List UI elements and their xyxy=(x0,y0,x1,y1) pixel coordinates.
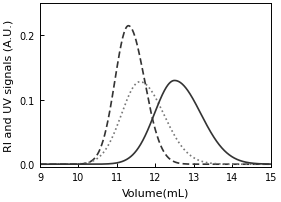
Y-axis label: RI and UV signals (A.U.): RI and UV signals (A.U.) xyxy=(4,20,14,152)
X-axis label: Volume(mL): Volume(mL) xyxy=(122,188,189,198)
